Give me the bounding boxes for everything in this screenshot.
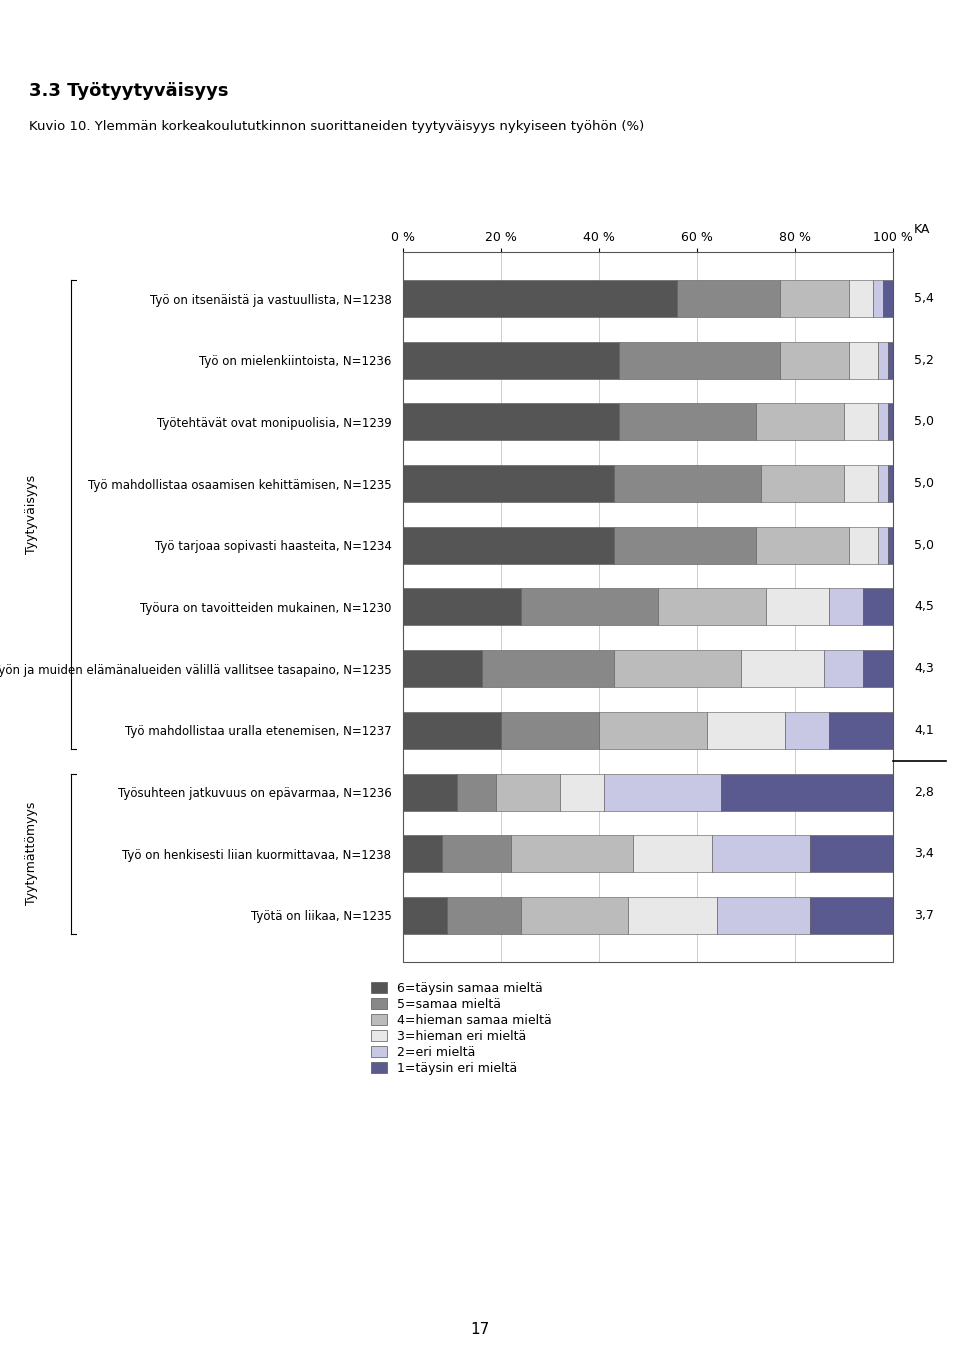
Text: 5,0: 5,0 [914,416,934,428]
Bar [403,342,618,379]
Text: KA: KA [914,222,930,236]
Bar [878,404,888,441]
Bar [618,404,756,441]
Bar [711,835,809,872]
Bar [447,898,520,934]
Bar [888,342,893,379]
Bar [874,280,883,316]
Bar [613,527,756,563]
Bar [844,465,878,502]
Bar [707,712,785,749]
Bar [809,898,893,934]
Bar [888,465,893,502]
Bar [888,404,893,441]
Bar [403,773,457,810]
Bar [849,527,878,563]
Text: 4,1: 4,1 [914,724,934,737]
Bar [780,342,849,379]
Bar [829,712,893,749]
Bar [613,465,760,502]
Legend: 6=täysin samaa mieltä, 5=samaa mieltä, 4=hieman samaa mieltä, 3=hieman eri mielt: 6=täysin samaa mieltä, 5=samaa mieltä, 4… [372,982,552,1075]
Bar [716,898,809,934]
Bar [863,651,893,687]
Bar [511,835,634,872]
Bar [443,835,511,872]
Bar [809,835,893,872]
Bar [863,588,893,626]
Bar [785,712,829,749]
Text: Tyytyväisyys: Tyytyväisyys [25,475,38,554]
Bar [756,404,844,441]
Bar [658,588,765,626]
Text: 3.3 Työtyytyväisyys: 3.3 Työtyytyväisyys [29,82,228,100]
Bar [634,835,711,872]
Bar [849,280,874,316]
Bar [888,527,893,563]
Bar [844,404,878,441]
Text: 5,0: 5,0 [914,539,934,552]
Bar [520,898,629,934]
Bar [741,651,825,687]
Bar [849,342,878,379]
Bar [403,712,501,749]
Bar [756,527,849,563]
Text: 2,8: 2,8 [914,786,934,798]
Bar [613,651,741,687]
Bar [599,712,707,749]
Bar [403,404,618,441]
Text: 5,4: 5,4 [914,292,934,306]
Bar [496,773,560,810]
Bar [560,773,604,810]
Bar [604,773,722,810]
Bar [403,588,520,626]
Bar [765,588,829,626]
Text: 17: 17 [470,1322,490,1337]
Text: 4,5: 4,5 [914,600,934,614]
Bar [722,773,893,810]
Bar [825,651,863,687]
Bar [403,280,678,316]
Text: 5,2: 5,2 [914,353,934,367]
Bar [878,342,888,379]
Bar [878,527,888,563]
Bar [780,280,849,316]
Bar [403,835,443,872]
Bar [618,342,780,379]
Bar [520,588,658,626]
Bar [883,280,893,316]
Bar [482,651,613,687]
Text: 3,7: 3,7 [914,908,934,922]
Bar [403,465,613,502]
Text: 5,0: 5,0 [914,477,934,490]
Bar [629,898,716,934]
Text: Tyytymättömyys: Tyytymättömyys [25,802,38,906]
Bar [501,712,599,749]
Bar [403,651,482,687]
Bar [678,280,780,316]
Bar [457,773,496,810]
Bar [403,898,447,934]
Bar [829,588,863,626]
Text: 4,3: 4,3 [914,662,934,675]
Text: 3,4: 3,4 [914,847,934,861]
Text: Kuvio 10. Ylemmän korkeakoulututkinnon suorittaneiden tyytyväisyys nykyiseen työ: Kuvio 10. Ylemmän korkeakoulututkinnon s… [29,120,644,134]
Bar [878,465,888,502]
Bar [403,527,613,563]
Bar [760,465,844,502]
